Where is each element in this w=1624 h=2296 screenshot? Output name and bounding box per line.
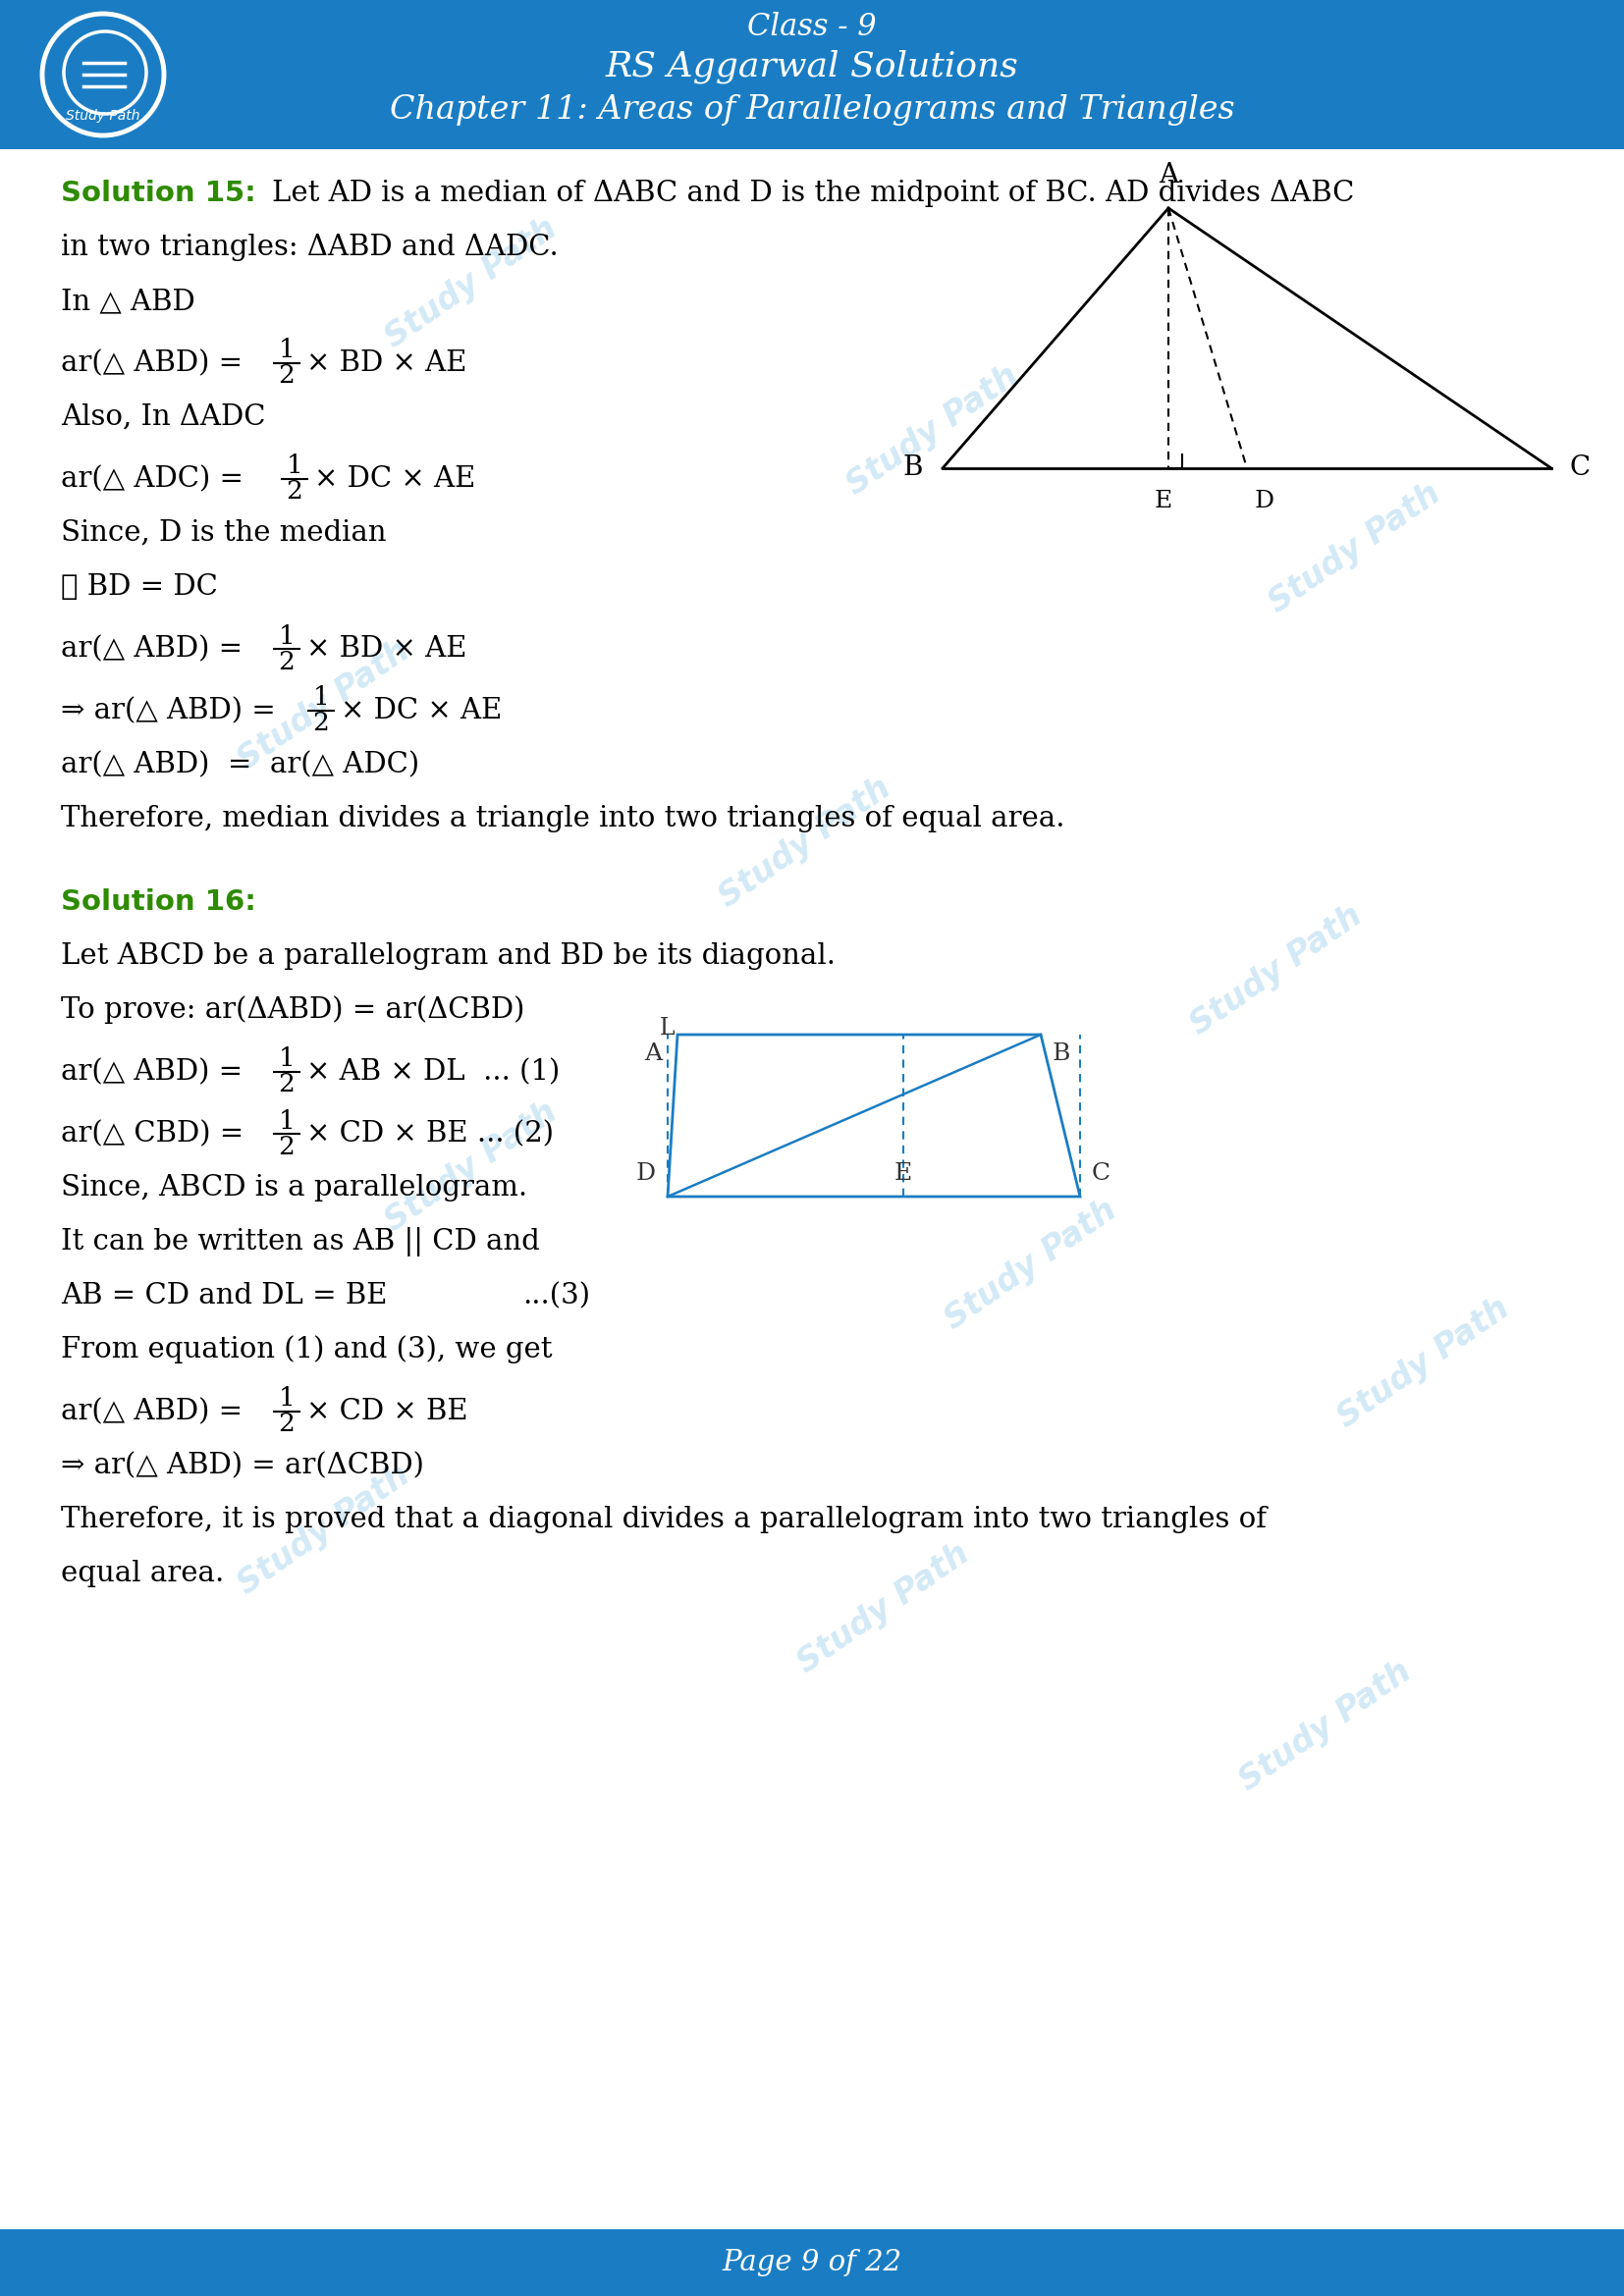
Text: ar(△ ADC) =: ar(△ ADC) = bbox=[60, 466, 244, 494]
Text: × CD × BE ... (2): × CD × BE ... (2) bbox=[307, 1120, 554, 1148]
Text: Study Path: Study Path bbox=[67, 108, 140, 122]
Text: ar(△ ABD) =: ar(△ ABD) = bbox=[60, 349, 242, 377]
Text: 2: 2 bbox=[278, 363, 296, 388]
Text: Study Path: Study Path bbox=[1263, 478, 1447, 620]
Text: Therefore, median divides a triangle into two triangles of equal area.: Therefore, median divides a triangle int… bbox=[60, 806, 1065, 833]
Text: ⇒ ar(△ ABD) = ar(ΔCBD): ⇒ ar(△ ABD) = ar(ΔCBD) bbox=[60, 1451, 424, 1479]
Text: Study Path: Study Path bbox=[841, 360, 1025, 503]
Text: AB = CD and DL = BE: AB = CD and DL = BE bbox=[60, 1281, 388, 1309]
Text: 1: 1 bbox=[278, 1387, 296, 1412]
Text: E: E bbox=[1155, 489, 1173, 512]
Text: C: C bbox=[1091, 1162, 1111, 1185]
Text: Let AD is a median of ΔABC and D is the midpoint of BC. AD divides ΔABC: Let AD is a median of ΔABC and D is the … bbox=[271, 179, 1354, 207]
Text: ar(△ ABD)  =  ar(△ ADC): ar(△ ABD) = ar(△ ADC) bbox=[60, 751, 419, 778]
Text: × BD × AE: × BD × AE bbox=[307, 636, 466, 664]
Bar bbox=[0, 2229, 1624, 2296]
Text: × DC × AE: × DC × AE bbox=[313, 466, 476, 494]
Text: Let ABCD be a parallelogram and BD be its diagonal.: Let ABCD be a parallelogram and BD be it… bbox=[60, 941, 836, 969]
Text: A: A bbox=[1158, 163, 1179, 188]
Text: 1: 1 bbox=[278, 625, 296, 647]
Text: Study Path: Study Path bbox=[1332, 1293, 1515, 1435]
Text: × AB × DL  ... (1): × AB × DL ... (1) bbox=[307, 1058, 560, 1086]
Text: Study Path: Study Path bbox=[713, 771, 896, 914]
Text: It can be written as AB || CD and: It can be written as AB || CD and bbox=[60, 1226, 539, 1256]
Text: From equation (1) and (3), we get: From equation (1) and (3), we get bbox=[60, 1336, 552, 1364]
Text: 1: 1 bbox=[278, 338, 296, 363]
Text: Solution 16:: Solution 16: bbox=[60, 889, 257, 916]
Text: Study Path: Study Path bbox=[380, 214, 564, 356]
Text: Study Path: Study Path bbox=[939, 1194, 1122, 1336]
Text: L: L bbox=[659, 1017, 676, 1040]
Text: × DC × AE: × DC × AE bbox=[341, 698, 502, 726]
Text: Since, ABCD is a parallelogram.: Since, ABCD is a parallelogram. bbox=[60, 1173, 528, 1201]
Text: Solution 15:: Solution 15: bbox=[60, 179, 257, 207]
Text: 2: 2 bbox=[286, 480, 302, 505]
Text: ar(△ CBD) =: ar(△ CBD) = bbox=[60, 1120, 244, 1148]
Text: ∴ BD = DC: ∴ BD = DC bbox=[60, 574, 218, 602]
Text: RS Aggarwal Solutions: RS Aggarwal Solutions bbox=[606, 51, 1018, 83]
Text: Study Path: Study Path bbox=[1184, 900, 1369, 1042]
Text: 1: 1 bbox=[278, 1047, 296, 1072]
Text: ar(△ ABD) =: ar(△ ABD) = bbox=[60, 1058, 242, 1086]
Text: Study Path: Study Path bbox=[791, 1538, 976, 1681]
Text: Class - 9: Class - 9 bbox=[747, 11, 877, 44]
Text: Study Path: Study Path bbox=[1234, 1655, 1418, 1798]
Text: B: B bbox=[903, 455, 922, 482]
Text: 2: 2 bbox=[278, 650, 296, 675]
Text: ...(3): ...(3) bbox=[523, 1281, 590, 1309]
Text: Page 9 of 22: Page 9 of 22 bbox=[723, 2248, 901, 2275]
Text: Study Path: Study Path bbox=[232, 1460, 416, 1603]
Text: 2: 2 bbox=[278, 1412, 296, 1437]
Text: ar(△ ABD) =: ar(△ ABD) = bbox=[60, 636, 242, 664]
Text: 2: 2 bbox=[278, 1072, 296, 1097]
Text: × CD × BE: × CD × BE bbox=[307, 1398, 468, 1426]
Text: Since, D is the median: Since, D is the median bbox=[60, 519, 387, 546]
Text: Chapter 11: Areas of Parallelograms and Triangles: Chapter 11: Areas of Parallelograms and … bbox=[390, 94, 1234, 126]
Text: 1: 1 bbox=[313, 687, 330, 709]
Text: B: B bbox=[1052, 1042, 1070, 1065]
Text: 2: 2 bbox=[313, 712, 330, 735]
Text: To prove: ar(ΔABD) = ar(ΔCBD): To prove: ar(ΔABD) = ar(ΔCBD) bbox=[60, 996, 525, 1024]
Text: E: E bbox=[895, 1162, 913, 1185]
Text: × BD × AE: × BD × AE bbox=[307, 349, 466, 377]
Bar bbox=[0, 0, 1624, 149]
Text: Study Path: Study Path bbox=[380, 1095, 564, 1238]
Text: in two triangles: ΔABD and ΔADC.: in two triangles: ΔABD and ΔADC. bbox=[60, 234, 559, 262]
Text: Also, In ΔADC: Also, In ΔADC bbox=[60, 404, 266, 432]
Text: equal area.: equal area. bbox=[60, 1559, 224, 1587]
Text: In △ ABD: In △ ABD bbox=[60, 287, 195, 315]
Text: 1: 1 bbox=[286, 455, 302, 478]
Text: 1: 1 bbox=[278, 1109, 296, 1134]
Text: A: A bbox=[645, 1042, 661, 1065]
Text: Therefore, it is proved that a diagonal divides a parallelogram into two triangl: Therefore, it is proved that a diagonal … bbox=[60, 1506, 1267, 1534]
Text: C: C bbox=[1569, 455, 1590, 482]
Text: ⇒ ar(△ ABD) =: ⇒ ar(△ ABD) = bbox=[60, 698, 276, 726]
Text: ar(△ ABD) =: ar(△ ABD) = bbox=[60, 1398, 242, 1426]
Text: D: D bbox=[1255, 489, 1275, 512]
Text: 2: 2 bbox=[278, 1134, 296, 1159]
Text: D: D bbox=[637, 1162, 656, 1185]
Text: Study Path: Study Path bbox=[232, 634, 416, 776]
